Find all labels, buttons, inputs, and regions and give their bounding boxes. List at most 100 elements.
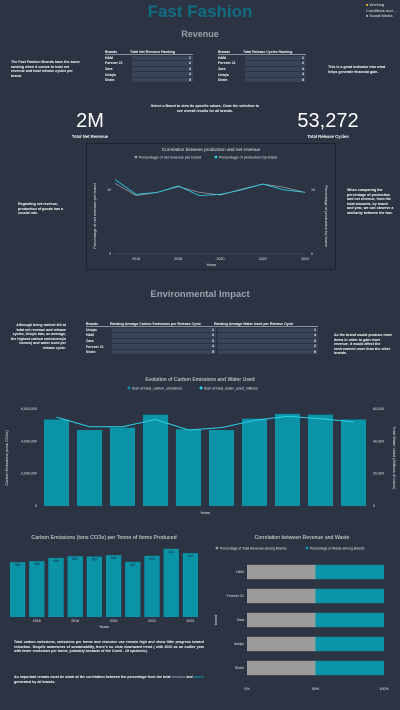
cpt-bar <box>125 561 141 617</box>
data-label: 503 <box>72 557 78 561</box>
y-tick-label: 0 <box>35 504 37 508</box>
kpi-net-revenue-label: Total Net Revenue <box>71 134 109 139</box>
carbon-bar <box>241 418 268 506</box>
kpi-release-cycles-value: 53,272 <box>297 110 359 132</box>
release-cycles-ranking-table[interactable]: Brands Total Release Cycles Ranking H&M 1 Fo… <box>218 49 306 83</box>
revenue-bar <box>247 588 316 604</box>
selection-note: Select a Brand to view its specific valu… <box>150 104 260 113</box>
category-label: Uniqlo <box>234 642 244 646</box>
legend-label: Percentage of Total Revenue among Brands <box>220 546 287 550</box>
y-tick-label: 4,000,000 <box>21 439 37 443</box>
revenue-ranking-table[interactable]: Brands Total Net Revenue Ranking H&M 1 Forev… <box>105 49 193 83</box>
kpi-release-cycles-label: Total Release Cycles <box>307 134 349 139</box>
evolution-chart[interactable]: Evolution of Carbon Emissions and Water … <box>0 372 400 518</box>
waste-bar <box>315 564 384 580</box>
legend-label: Percentage of net revenue per brand <box>139 155 201 159</box>
rank-cell: 4 <box>218 333 318 338</box>
rank-cell: 5 <box>218 349 318 355</box>
correlation-line-chart[interactable]: Correlation between production and net r… <box>87 144 335 269</box>
y2-tick-label: 0 <box>311 252 313 256</box>
brand-cell: Uniqlo <box>218 72 229 77</box>
carbon-bar <box>76 430 103 506</box>
rank-cell: 5 <box>112 349 216 355</box>
chart-title: Correlation between Revenue and Waste <box>255 535 350 541</box>
brand-cell: Shein <box>86 350 96 355</box>
table-row[interactable]: Shein 5 <box>105 77 193 83</box>
data-label: 487 <box>130 563 136 567</box>
y-axis-title: brand <box>213 615 218 625</box>
data-label: 504 <box>149 557 155 561</box>
x-axis-title: Years <box>206 262 216 267</box>
table-row[interactable]: Zara 3 3 <box>86 338 318 344</box>
table-header-cell[interactable]: Total Net Revenue Ranking <box>130 49 176 54</box>
y-tick-label: 10 <box>107 188 111 192</box>
carbon-bar <box>43 419 70 506</box>
carbon-per-tonne-chart[interactable]: Carbon Emissions (tons CO2e) per Tonne o… <box>0 530 210 630</box>
waste-bar <box>315 612 384 628</box>
brand-cell: Zara <box>86 338 94 343</box>
rank-cell: 3 <box>245 66 306 72</box>
revenue-bar <box>247 564 316 580</box>
waste-bar <box>315 636 384 652</box>
correlation-chart-panel[interactable]: Correlation between production and net r… <box>86 143 336 270</box>
table-row[interactable]: Zara 3 <box>218 66 306 72</box>
revenue-waste-chart[interactable]: Correlation between Revenue and Waste Per… <box>210 530 400 696</box>
table-row[interactable]: H&M 1 <box>218 55 306 61</box>
x-tick-label: 2018 <box>174 257 182 261</box>
y2-tick-label: 0 <box>373 504 375 508</box>
brand-cell: Shein <box>218 78 228 83</box>
waste-bar <box>315 588 384 604</box>
brand-cell: Shein <box>105 78 115 83</box>
table-header-cell[interactable]: Total Release Cycles Ranking <box>243 49 293 54</box>
legend-marker <box>215 546 219 550</box>
x-tick-label: 2020 <box>217 257 225 261</box>
table-row[interactable]: Zara 3 <box>105 66 193 72</box>
environmental-ranking-table[interactable]: Brands Ranking Average Carbon Emissions p… <box>86 321 318 355</box>
y-tick-label: 6,000,000 <box>21 407 37 411</box>
legend-marker <box>199 386 203 390</box>
table-row[interactable]: Forever 21 4 2 <box>86 344 318 350</box>
table-row[interactable]: Uniqlo 4 <box>105 72 193 78</box>
revenue-bar <box>247 660 316 676</box>
cpt-bar <box>67 556 83 617</box>
revenue-right-note: This is a great indicator into what help… <box>328 65 386 74</box>
table-row[interactable]: Uniqlo 4 <box>218 72 306 78</box>
table-header-cell[interactable]: Ranking Average Water Used per Release C… <box>214 321 294 326</box>
table-row[interactable]: Forever 21 2 <box>218 61 306 67</box>
x-tick-label: 2024 <box>301 257 309 261</box>
carbon-bar <box>208 430 235 506</box>
rank-cell: 1 <box>218 327 318 333</box>
table-row[interactable]: H&M 1 <box>105 55 193 61</box>
correlation-left-note: Regarding net revenue, production of goo… <box>18 202 64 216</box>
table-row[interactable]: Uniqlo 1 1 <box>86 327 318 333</box>
table-header-cell[interactable]: Brands <box>86 321 99 326</box>
rank-cell: 2 <box>112 333 216 338</box>
data-label: 524 <box>168 550 174 554</box>
brand-cell: Uniqlo <box>86 327 97 332</box>
series-line <box>114 179 306 197</box>
data-label: 502 <box>92 558 98 562</box>
table-row[interactable]: Forever 21 2 <box>105 61 193 67</box>
cpt-bar <box>9 562 26 617</box>
brand-cell: Forever 21 <box>218 61 236 66</box>
rank-cell: 2 <box>245 61 306 66</box>
legend-item-social[interactable]: ■ Social Media <box>366 13 393 18</box>
cpt-bar <box>86 556 103 617</box>
table-header-cell[interactable]: Ranking Average Carbon Emissions per Rel… <box>110 321 201 326</box>
table-row[interactable]: H&M 2 4 <box>86 333 318 339</box>
legend-item-working[interactable]: ■ Working Conditions and ... <box>366 2 398 13</box>
brand-cell: Uniqlo <box>105 72 116 77</box>
table-row[interactable]: Shein 5 5 <box>86 349 318 355</box>
data-label: 512 <box>188 554 194 558</box>
brand-cell: H&M <box>105 55 113 60</box>
table-header-cell[interactable]: Brands <box>105 49 118 54</box>
cpt-bar <box>48 557 64 617</box>
revenue-section-title: Revenue <box>181 29 219 39</box>
y-tick-label: 2,000,000 <box>21 472 37 476</box>
table-row[interactable]: Shein 5 <box>218 77 306 83</box>
environmental-right-note: As the brand would produce more items in… <box>334 333 393 356</box>
x-tick-label: 2016 <box>132 257 140 261</box>
chart-title: Evolution of Carbon Emissions and Water … <box>145 377 254 383</box>
table-header-cell[interactable]: Brands <box>218 49 231 54</box>
rank-cell: 5 <box>245 77 306 83</box>
